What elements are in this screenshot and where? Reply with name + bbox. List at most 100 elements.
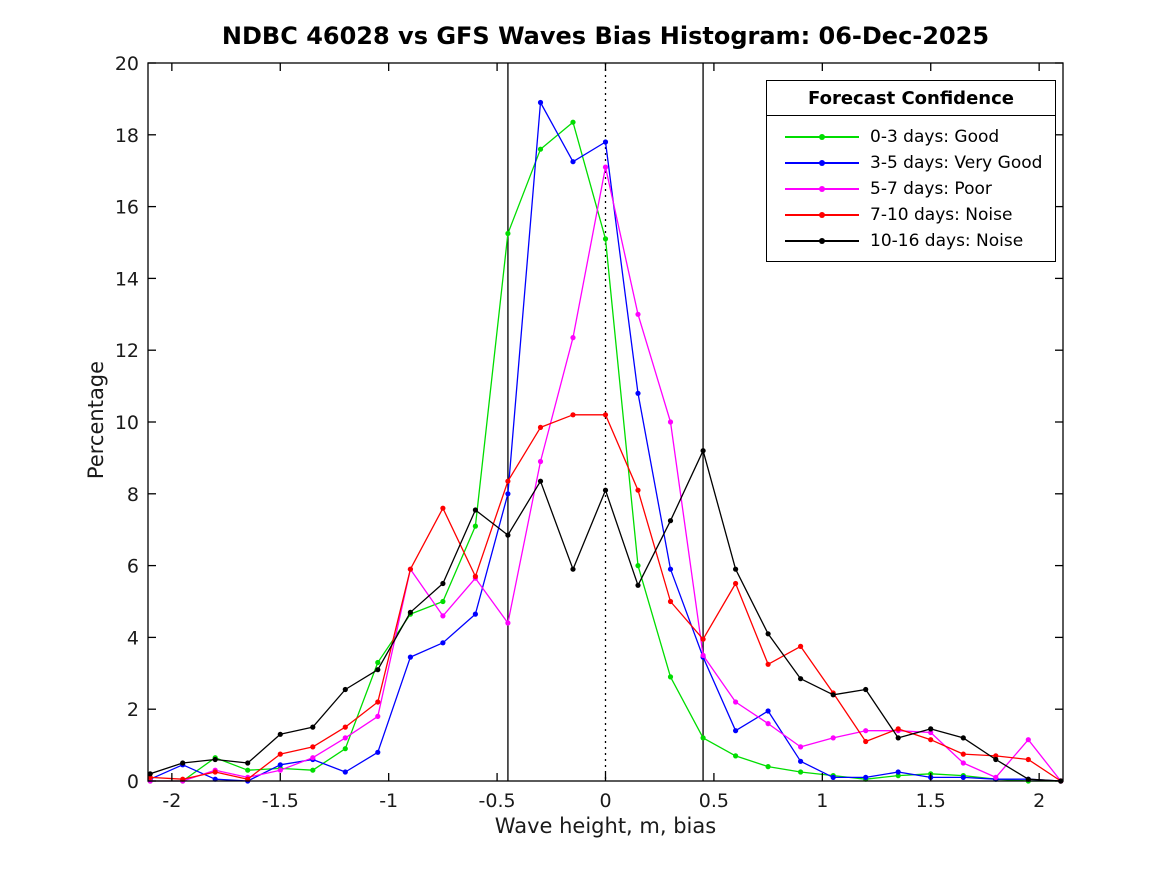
data-point (1025, 737, 1031, 743)
y-tick-label: 18 (115, 125, 139, 147)
data-point (635, 563, 641, 569)
data-point (635, 582, 641, 588)
data-point (440, 580, 446, 587)
data-point (895, 773, 901, 779)
data-point (472, 573, 478, 580)
data-point (180, 760, 186, 766)
data-point (863, 728, 869, 734)
data-point (537, 99, 544, 106)
legend-line-sample (785, 236, 859, 246)
data-point (733, 728, 739, 734)
data-point (602, 236, 609, 242)
data-point (310, 755, 316, 761)
data-point (212, 769, 218, 775)
data-point (993, 753, 999, 759)
data-point (765, 661, 771, 667)
data-point (733, 699, 739, 705)
data-point (700, 448, 706, 454)
data-point (863, 738, 869, 745)
data-point (245, 760, 251, 766)
data-point (798, 758, 804, 764)
data-point (733, 566, 739, 572)
y-tick-label: 12 (115, 340, 139, 362)
data-point (277, 731, 283, 737)
y-tick-label: 4 (127, 627, 139, 649)
data-point (960, 760, 966, 766)
data-point (667, 598, 674, 605)
data-point (830, 735, 836, 741)
data-point (440, 640, 446, 646)
data-point (342, 686, 348, 693)
data-point (667, 518, 674, 524)
data-point (407, 654, 413, 660)
data-point (342, 724, 348, 730)
data-point (570, 119, 576, 125)
data-point (700, 636, 706, 642)
legend-marker-dot (819, 160, 825, 166)
data-point (537, 478, 544, 484)
data-point (895, 735, 901, 741)
data-point (765, 708, 771, 714)
y-tick-label: 6 (127, 556, 139, 578)
y-tick-label: 14 (115, 268, 139, 290)
data-point (928, 737, 934, 743)
legend-entry: 3-5 days: Very Good (767, 150, 1055, 176)
legend-marker-dot (819, 212, 825, 218)
data-point (407, 609, 413, 615)
data-point (537, 146, 544, 152)
legend-entry: 0-3 days: Good (767, 124, 1055, 150)
data-point (830, 692, 836, 698)
data-point (765, 721, 771, 727)
data-point (700, 652, 706, 659)
data-point (895, 769, 901, 775)
legend: Forecast Confidence 0-3 days: Good 3-5 da… (766, 80, 1056, 262)
data-point (993, 774, 999, 781)
data-point (472, 507, 478, 513)
legend-line-sample (785, 132, 859, 142)
x-tick-label: 1 (816, 790, 828, 812)
y-tick-label: 0 (127, 771, 139, 793)
legend-entry: 5-7 days: Poor (767, 176, 1055, 202)
data-point (798, 744, 804, 750)
data-point (765, 631, 771, 637)
data-point (570, 566, 576, 572)
data-point (570, 412, 576, 418)
data-point (342, 735, 348, 741)
data-point (375, 667, 381, 673)
data-point (635, 487, 641, 493)
data-point (407, 566, 413, 572)
data-point (667, 674, 674, 680)
y-tick-label: 8 (127, 484, 139, 506)
x-tick-label: 2 (1033, 790, 1045, 812)
data-point (147, 771, 153, 777)
legend-marker-dot (819, 186, 825, 192)
data-point (733, 580, 739, 587)
data-point (570, 335, 576, 341)
data-point (310, 767, 316, 773)
data-point (798, 769, 804, 775)
data-point (863, 686, 869, 693)
data-point (505, 620, 511, 626)
data-point (310, 724, 316, 730)
legend-label: 0-3 days: Good (870, 127, 1000, 147)
y-tick-label: 20 (115, 53, 139, 75)
data-point (993, 756, 999, 763)
y-tick-label: 10 (115, 412, 139, 434)
data-point (602, 487, 609, 493)
x-tick-label: -2 (162, 790, 181, 812)
x-tick-label: 0 (599, 790, 611, 812)
data-point (505, 532, 511, 538)
legend-items: 0-3 days: Good 3-5 days: Very Good 5-7 day… (767, 116, 1055, 261)
data-point (375, 749, 381, 755)
chart-title: NDBC 46028 vs GFS Waves Bias Histogram: … (221, 22, 990, 50)
data-point (830, 774, 836, 781)
data-point (602, 139, 609, 145)
data-point (472, 611, 478, 617)
data-point (1025, 756, 1031, 763)
legend-line-sample (785, 184, 859, 194)
data-point (277, 751, 283, 757)
legend-entry: 7-10 days: Noise (767, 202, 1055, 228)
data-point (537, 458, 544, 465)
legend-marker-dot (819, 134, 825, 140)
data-point (375, 659, 381, 666)
